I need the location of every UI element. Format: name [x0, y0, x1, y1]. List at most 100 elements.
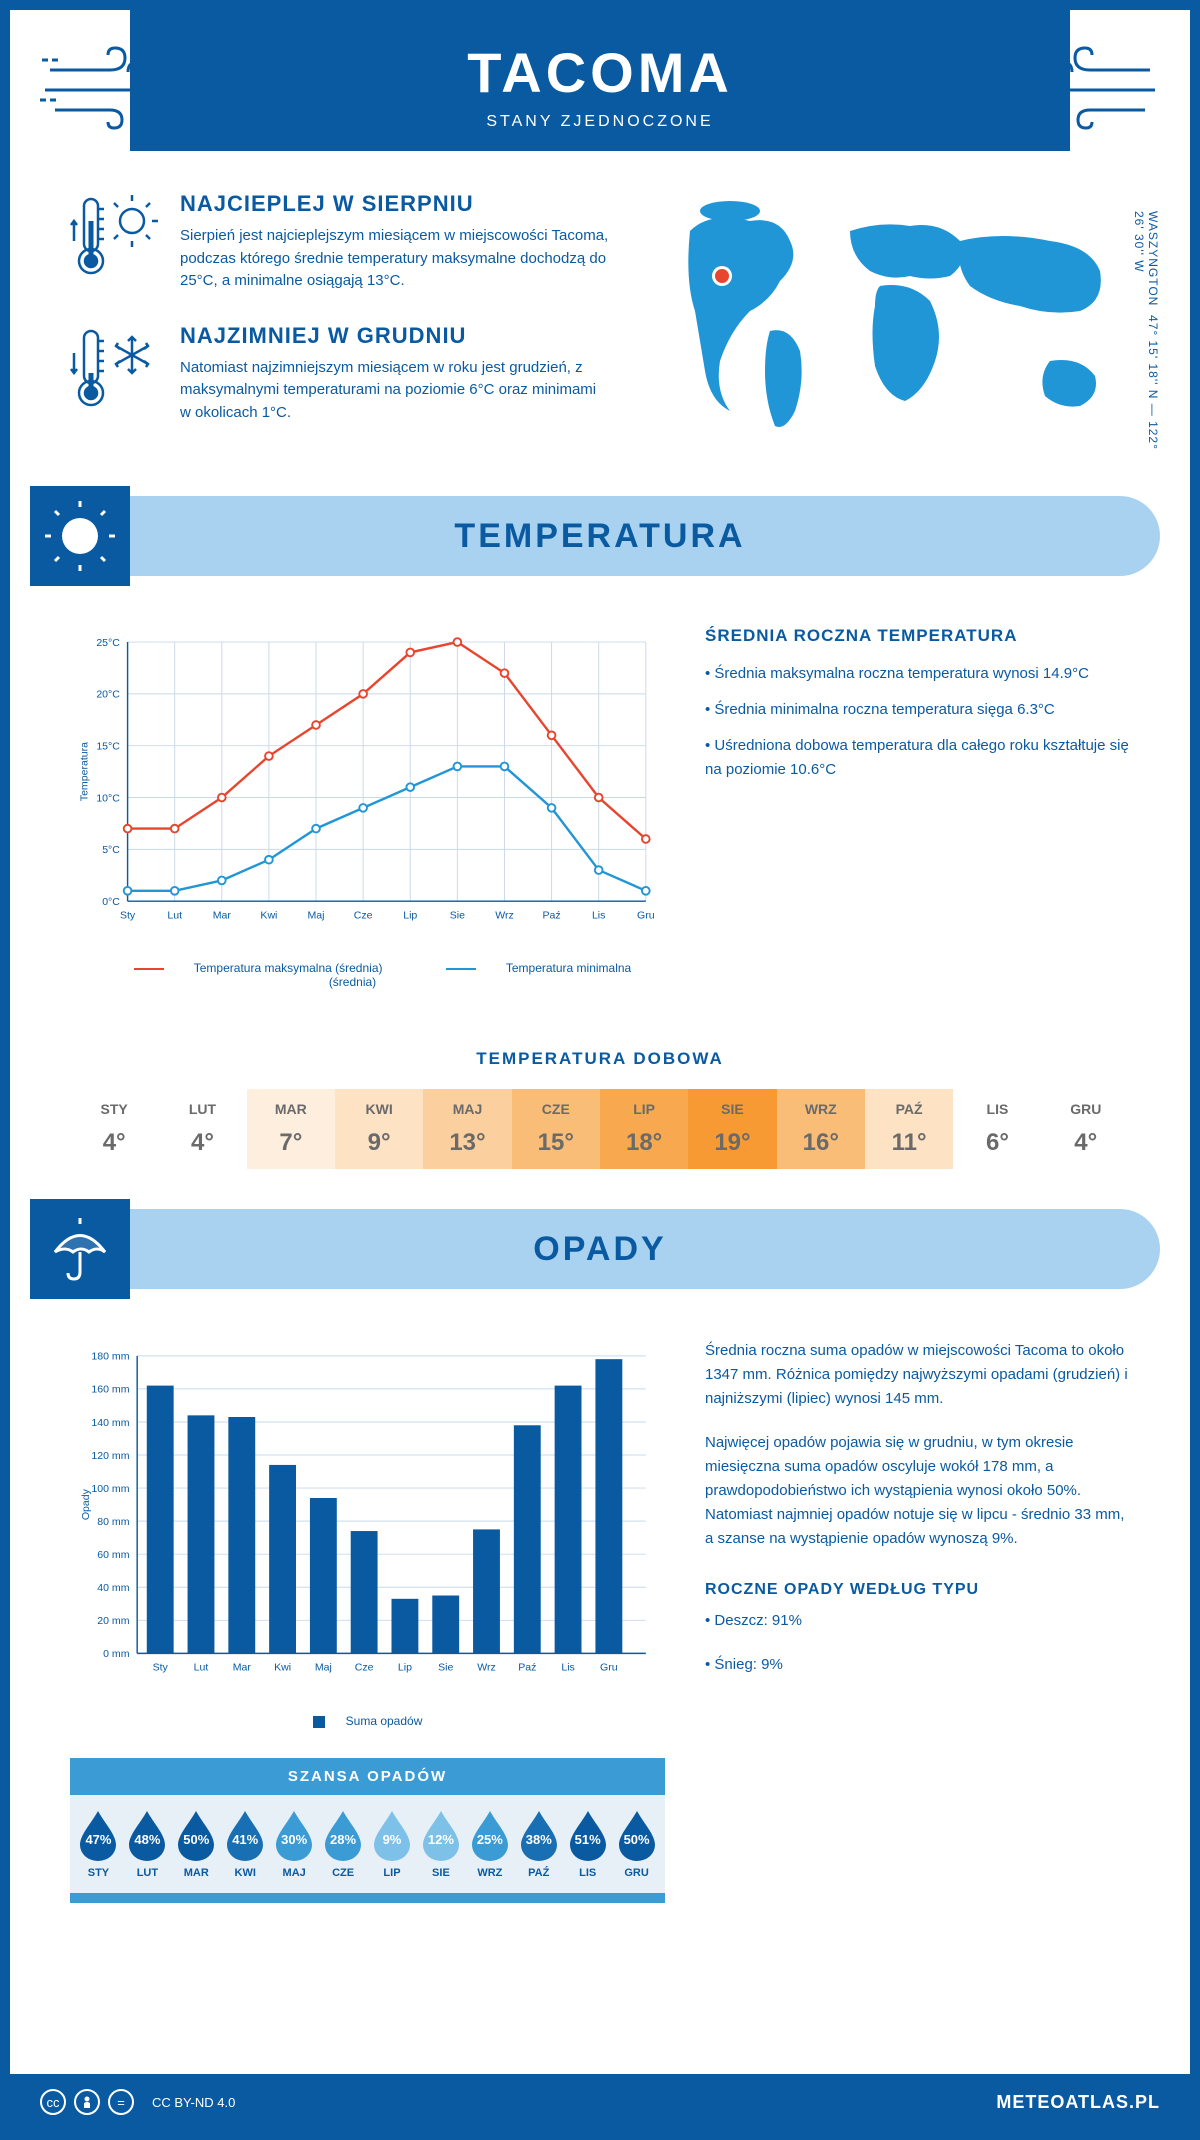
- daily-cell: MAR7°: [247, 1089, 335, 1169]
- daily-cell: KWI9°: [335, 1089, 423, 1169]
- svg-text:Wrz: Wrz: [495, 909, 514, 921]
- svg-text:Sty: Sty: [153, 1662, 169, 1674]
- chance-title: SZANSA OPADÓW: [70, 1768, 665, 1785]
- daily-cell: SIE19°: [688, 1089, 776, 1169]
- svg-text:20°C: 20°C: [96, 689, 120, 701]
- daily-title: TEMPERATURA DOBOWA: [10, 1049, 1190, 1069]
- info-heading: ŚREDNIA ROCZNA TEMPERATURA: [705, 626, 1130, 646]
- svg-text:Maj: Maj: [315, 1662, 332, 1674]
- bar-legend: Suma opadów: [70, 1714, 665, 1728]
- daily-cell: WRZ16°: [777, 1089, 865, 1169]
- chance-item: 25%WRZ: [465, 1809, 514, 1879]
- info-bullet: • Deszcz: 91%: [705, 1609, 1130, 1633]
- daily-cell: PAŹ11°: [865, 1089, 953, 1169]
- intro-section: NAJCIEPLEJ W SIERPNIU Sierpień jest najc…: [10, 151, 1190, 476]
- svg-text:Lip: Lip: [398, 1662, 412, 1674]
- section-title: TEMPERATURA: [454, 517, 745, 556]
- svg-text:Sty: Sty: [120, 909, 136, 921]
- cc-icon: cc: [40, 2089, 66, 2115]
- umbrella-icon: [45, 1214, 115, 1284]
- thermometer-sun-icon: [70, 191, 160, 281]
- svg-text:40 mm: 40 mm: [97, 1582, 129, 1594]
- daily-temperature-grid: STY4°LUT4°MAR7°KWI9°MAJ13°CZE15°LIP18°SI…: [70, 1089, 1130, 1169]
- svg-text:Lut: Lut: [194, 1662, 209, 1674]
- svg-text:Wrz: Wrz: [477, 1662, 496, 1674]
- svg-text:Temperatura: Temperatura: [78, 742, 90, 801]
- license-text: CC BY-ND 4.0: [152, 2095, 235, 2110]
- svg-text:Paź: Paź: [518, 1662, 536, 1674]
- info-bullet: • Śnieg: 9%: [705, 1653, 1130, 1677]
- daily-cell: MAJ13°: [423, 1089, 511, 1169]
- chance-item: 38%PAŹ: [514, 1809, 563, 1879]
- country-subtitle: STANY ZJEDNOCZONE: [130, 113, 1070, 131]
- info-bullet: • Średnia minimalna roczna temperatura s…: [705, 698, 1130, 722]
- chance-item: 51%LIS: [563, 1809, 612, 1879]
- section-title: OPADY: [533, 1230, 666, 1269]
- city-title: TACOMA: [130, 40, 1070, 105]
- chance-item: 30%MAJ: [270, 1809, 319, 1879]
- svg-text:Sie: Sie: [438, 1662, 453, 1674]
- temperature-info: ŚREDNIA ROCZNA TEMPERATURA • Średnia mak…: [705, 626, 1130, 989]
- chance-item: 9%LIP: [368, 1809, 417, 1879]
- chance-item: 12%SIE: [416, 1809, 465, 1879]
- svg-text:Kwi: Kwi: [260, 909, 277, 921]
- svg-text:Mar: Mar: [213, 909, 232, 921]
- svg-text:Lis: Lis: [592, 909, 605, 921]
- info-paragraph: Średnia roczna suma opadów w miejscowośc…: [705, 1339, 1130, 1411]
- sun-icon: [45, 501, 115, 571]
- precipitation-bar-chart: 0 mm20 mm40 mm60 mm80 mm100 mm120 mm140 …: [70, 1339, 665, 1728]
- svg-text:Gru: Gru: [600, 1662, 618, 1674]
- daily-cell: LIS6°: [953, 1089, 1041, 1169]
- daily-cell: STY4°: [70, 1089, 158, 1169]
- svg-text:80 mm: 80 mm: [97, 1516, 129, 1528]
- svg-text:140 mm: 140 mm: [91, 1417, 129, 1429]
- chart-legend: Temperatura maksymalna (średnia) Tempera…: [70, 961, 665, 989]
- by-icon: [74, 2089, 100, 2115]
- svg-text:160 mm: 160 mm: [91, 1384, 129, 1396]
- chance-item: 50%MAR: [172, 1809, 221, 1879]
- world-map: WASZYNGTON 47° 15' 18'' N — 122° 26' 30'…: [650, 191, 1130, 456]
- nd-icon: =: [108, 2089, 134, 2115]
- svg-text:20 mm: 20 mm: [97, 1615, 129, 1627]
- daily-cell: GRU4°: [1042, 1089, 1130, 1169]
- warm-title: NAJCIEPLEJ W SIERPNIU: [180, 191, 610, 217]
- svg-text:100 mm: 100 mm: [91, 1483, 129, 1495]
- temperature-header: TEMPERATURA: [40, 496, 1160, 576]
- chance-item: 28%CZE: [319, 1809, 368, 1879]
- daily-cell: LIP18°: [600, 1089, 688, 1169]
- svg-text:Cze: Cze: [355, 1662, 374, 1674]
- cold-title: NAJZIMNIEJ W GRUDNIU: [180, 323, 610, 349]
- warm-fact: NAJCIEPLEJ W SIERPNIU Sierpień jest najc…: [70, 191, 610, 293]
- svg-text:180 mm: 180 mm: [91, 1351, 129, 1363]
- svg-text:25°C: 25°C: [96, 637, 120, 649]
- chance-item: 48%LUT: [123, 1809, 172, 1879]
- svg-text:0 mm: 0 mm: [103, 1648, 130, 1660]
- daily-cell: CZE15°: [512, 1089, 600, 1169]
- svg-text:120 mm: 120 mm: [91, 1450, 129, 1462]
- chance-item: 41%KWI: [221, 1809, 270, 1879]
- footer: cc = CC BY-ND 4.0 METEOATLAS.PL: [10, 2074, 1190, 2130]
- precipitation-chance-box: SZANSA OPADÓW 47%STY48%LUT50%MAR41%KWI30…: [70, 1758, 665, 1903]
- infographic-frame: TACOMA STANY ZJEDNOCZONE: [0, 0, 1200, 2140]
- cold-fact: NAJZIMNIEJ W GRUDNIU Natomiast najzimnie…: [70, 323, 610, 425]
- svg-text:15°C: 15°C: [96, 741, 120, 753]
- chance-item: 47%STY: [74, 1809, 123, 1879]
- cold-text: Natomiast najzimniejszym miesiącem w rok…: [180, 357, 610, 425]
- header-banner: TACOMA STANY ZJEDNOCZONE: [130, 10, 1070, 151]
- svg-text:Lis: Lis: [561, 1662, 574, 1674]
- precipitation-info: Średnia roczna suma opadów w miejscowośc…: [705, 1339, 1130, 1903]
- precipitation-header: OPADY: [40, 1209, 1160, 1289]
- location-marker: [715, 269, 729, 283]
- svg-text:Maj: Maj: [308, 909, 325, 921]
- svg-text:Mar: Mar: [233, 1662, 252, 1674]
- coordinates: WASZYNGTON 47° 15' 18'' N — 122° 26' 30'…: [1132, 211, 1160, 456]
- temperature-line-chart: 0°C5°C10°C15°C20°C25°CStyLutMarKwiMajCze…: [70, 626, 665, 989]
- svg-text:Opady: Opady: [80, 1488, 92, 1520]
- chance-item: 50%GRU: [612, 1809, 661, 1879]
- svg-text:Lut: Lut: [167, 909, 182, 921]
- thermometer-snow-icon: [70, 323, 160, 413]
- info-paragraph: Najwięcej opadów pojawia się w grudniu, …: [705, 1431, 1130, 1551]
- svg-text:5°C: 5°C: [102, 844, 120, 856]
- brand-text: METEOATLAS.PL: [996, 2092, 1160, 2113]
- svg-text:Cze: Cze: [354, 909, 373, 921]
